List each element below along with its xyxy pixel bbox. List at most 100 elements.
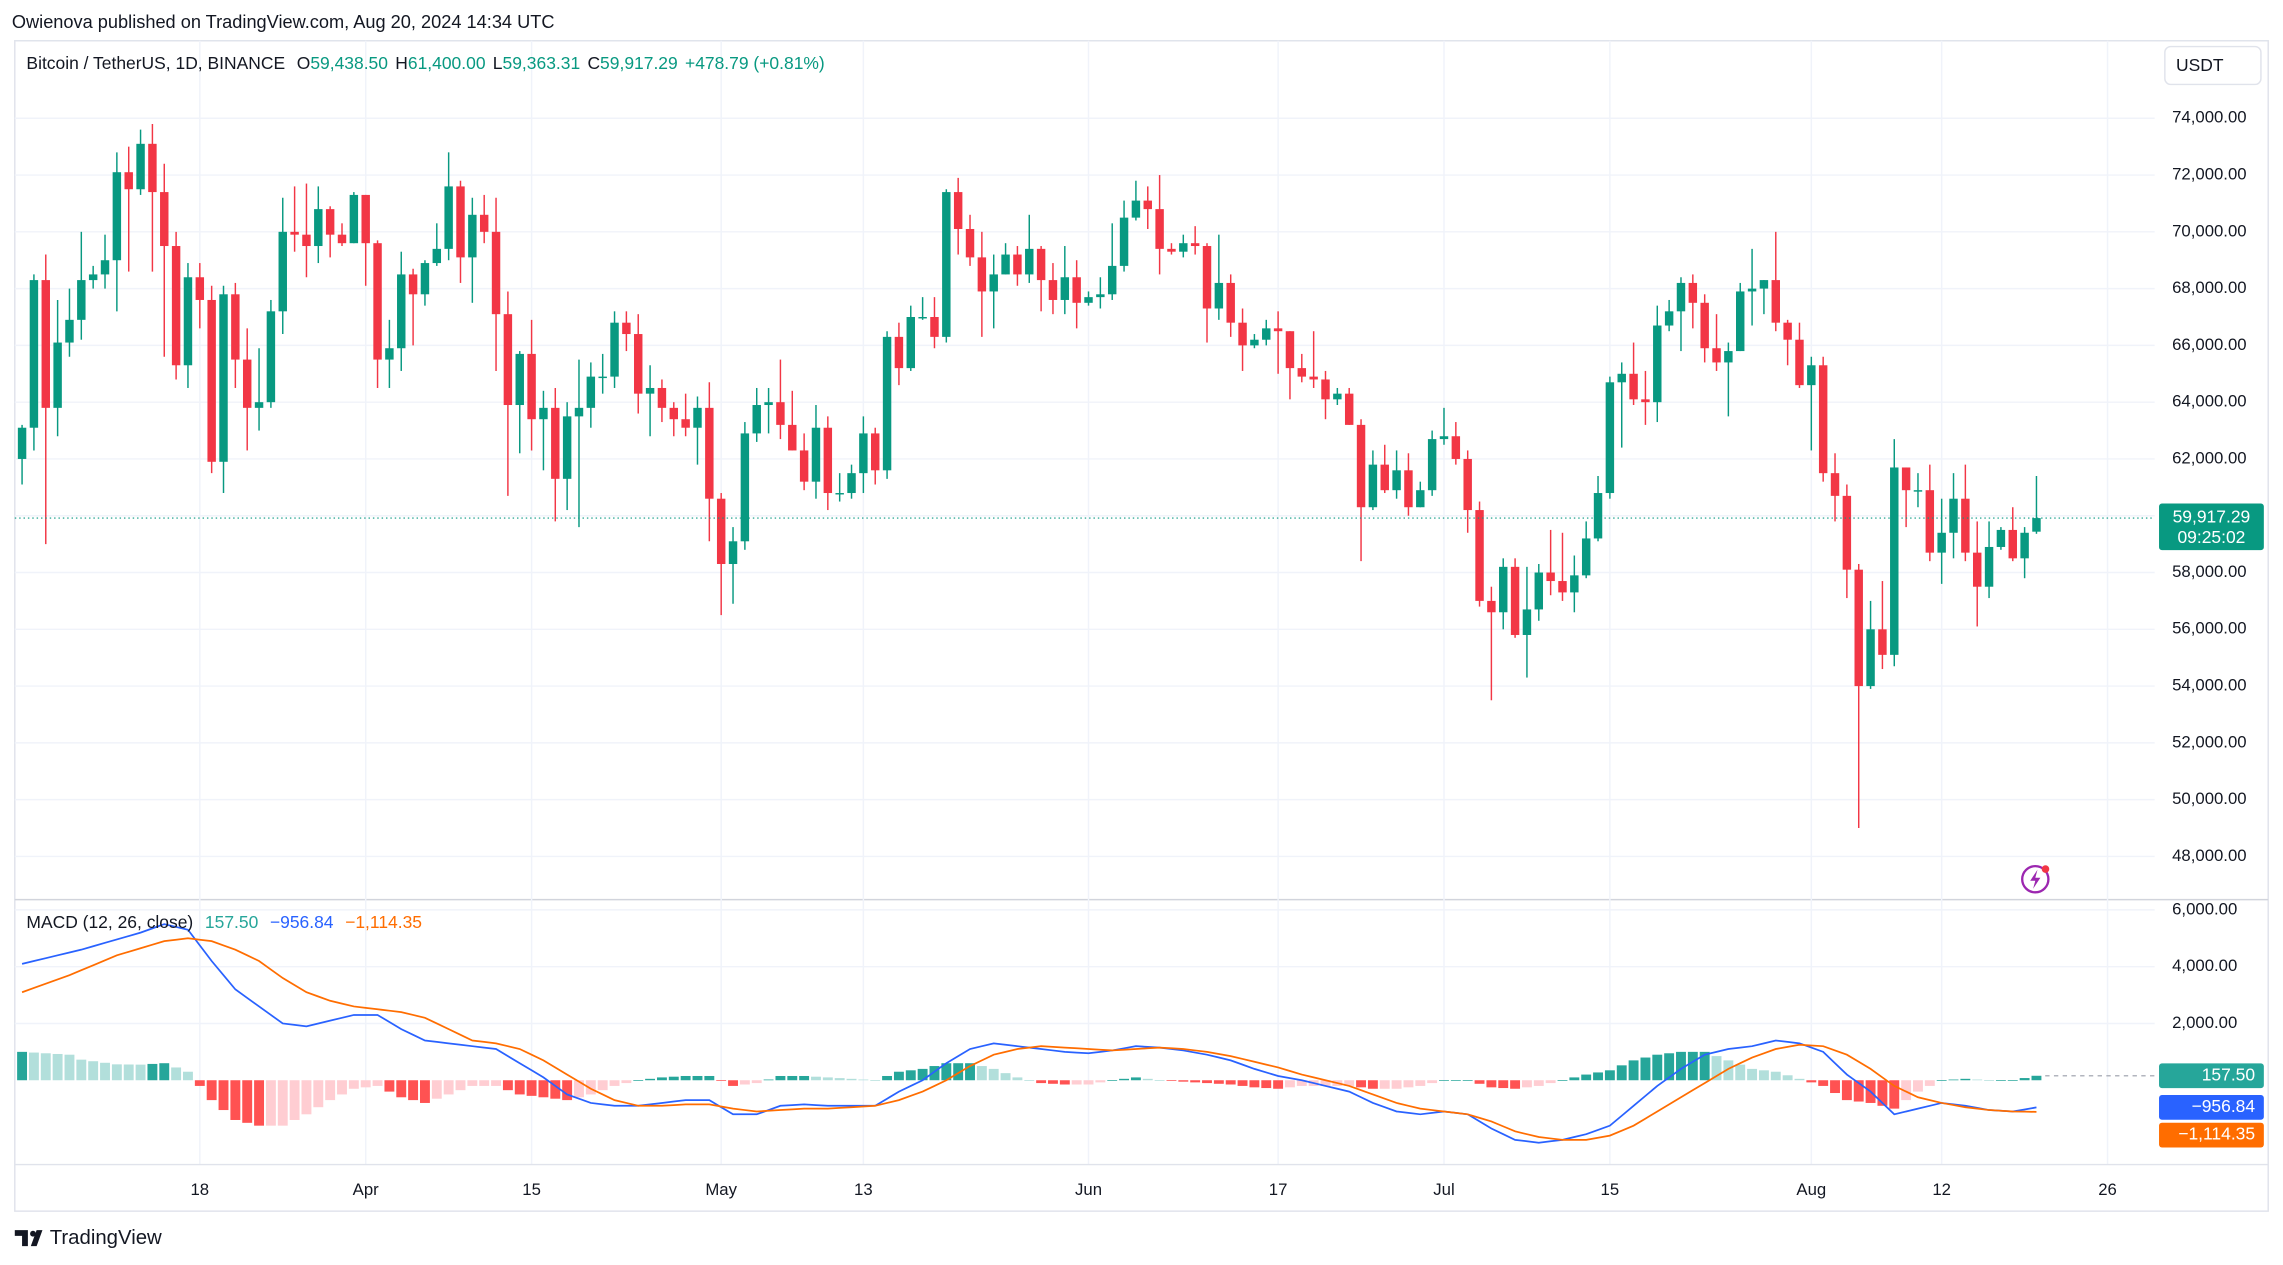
macd-histogram-bar xyxy=(372,1080,383,1086)
logo[interactable]: TradingView xyxy=(14,1227,162,1249)
macd-histogram-bar xyxy=(1024,1080,1035,1081)
candle-body xyxy=(657,387,667,408)
candle-body xyxy=(1653,325,1662,403)
macd-histogram-bar xyxy=(858,1079,869,1081)
macd-histogram-bar xyxy=(1000,1073,1011,1081)
candle-body xyxy=(1404,470,1413,508)
candle-body xyxy=(1913,490,1923,492)
macd-histogram-bar xyxy=(1758,1070,1769,1081)
macd-histogram-bar xyxy=(728,1080,738,1086)
candle-body xyxy=(444,186,453,249)
macd-histogram-bar xyxy=(194,1080,205,1086)
logo-text[interactable]: TradingView xyxy=(50,1227,162,1249)
macd-histogram-bar xyxy=(325,1080,336,1101)
macd-histogram-bar xyxy=(704,1075,715,1081)
macd-histogram-bar xyxy=(218,1080,229,1111)
alert-ring[interactable] xyxy=(2021,864,2050,894)
candle-body xyxy=(231,294,240,360)
macd-histogram-bar xyxy=(1735,1064,1746,1081)
macd-value-box xyxy=(2159,1095,2264,1120)
macd-histogram-bar xyxy=(538,1080,549,1098)
logo-dot[interactable] xyxy=(30,1230,36,1237)
macd-histogram-bar xyxy=(1533,1080,1544,1086)
candle-body xyxy=(1830,473,1840,496)
candle-body xyxy=(397,274,406,349)
y-tick-label: 68,000.00 xyxy=(2172,278,2246,297)
macd-histogram-bar xyxy=(526,1080,537,1096)
alert-icon[interactable] xyxy=(2021,864,2050,894)
candle-body xyxy=(918,317,927,319)
candle-body xyxy=(1238,322,1247,346)
candle-body xyxy=(764,402,773,406)
last-price-label: 59,917.29 xyxy=(2173,507,2251,527)
macd-histogram-bar xyxy=(917,1068,928,1081)
candle-body xyxy=(242,359,252,408)
candle-body xyxy=(491,231,501,315)
candle-body xyxy=(29,280,39,428)
candle-body xyxy=(219,294,228,462)
macd-histogram-bar xyxy=(1261,1080,1272,1089)
y-tick-label: 52,000.00 xyxy=(2172,732,2246,751)
macd-histogram-bar xyxy=(348,1080,359,1089)
candle-body xyxy=(942,192,951,337)
candle-body xyxy=(1581,538,1591,576)
candle-body xyxy=(302,234,311,247)
macd-histogram-bar xyxy=(1036,1080,1047,1084)
candle-body xyxy=(1427,439,1437,491)
macd-histogram-bar xyxy=(1225,1080,1236,1085)
macd-histogram-bar xyxy=(1486,1080,1497,1088)
candle-body xyxy=(1771,280,1780,323)
macd-histogram-bar xyxy=(621,1080,632,1084)
macd-histogram-bar xyxy=(633,1080,644,1081)
candle-body xyxy=(1463,458,1472,511)
macd-histogram-bar xyxy=(656,1077,667,1081)
macd-histogram-bar xyxy=(1818,1080,1829,1086)
candle-body xyxy=(1854,569,1863,687)
alert-dot[interactable] xyxy=(2041,865,2050,873)
macd-histogram-bar xyxy=(1640,1057,1651,1081)
candle-body xyxy=(1025,248,1034,275)
candle-body xyxy=(124,172,133,190)
y-tick-label: 74,000.00 xyxy=(2172,108,2246,127)
x-tick-label: 26 xyxy=(2098,1180,2117,1199)
macd-histogram-bar xyxy=(1913,1080,1923,1092)
symbol-legend: Bitcoin / TetherUS, 1D, BINANCE O59,438.5… xyxy=(26,53,824,73)
macd-histogram-bar xyxy=(2007,1080,2018,1081)
macd-histogram-bar xyxy=(941,1063,952,1081)
candle-body xyxy=(728,541,738,565)
x-tick-label: Aug xyxy=(1796,1180,1826,1199)
candle-body xyxy=(1096,294,1105,298)
candle-body xyxy=(1641,399,1650,403)
candle-body xyxy=(1807,365,1816,386)
y-tick-label: 54,000.00 xyxy=(2172,676,2246,695)
y-tick-label: 6,000.00 xyxy=(2172,899,2237,918)
ohlc-key: C xyxy=(587,53,600,73)
macd-histogram-bar xyxy=(680,1075,691,1081)
candle-body xyxy=(1143,200,1152,210)
macd-histogram-bar xyxy=(905,1070,916,1081)
candle-body xyxy=(1747,288,1757,292)
macd-histogram-bar xyxy=(965,1063,975,1081)
candle-body xyxy=(1013,254,1022,275)
macd-histogram-bar xyxy=(1747,1068,1758,1081)
candle-body xyxy=(1036,248,1046,281)
candle-body xyxy=(1475,510,1484,601)
x-tick-label: Jun xyxy=(1075,1180,1102,1199)
candle-body xyxy=(325,209,335,235)
candle-body xyxy=(290,231,299,235)
candle-body xyxy=(160,192,169,247)
macd-histogram-bar xyxy=(408,1080,419,1101)
macd-histogram-bar xyxy=(1593,1072,1603,1081)
candle-body xyxy=(479,214,489,232)
alert-bolt[interactable] xyxy=(2030,869,2041,889)
candle-body xyxy=(432,248,442,264)
candle-body xyxy=(183,277,193,366)
currency-label[interactable]: USDT xyxy=(2176,55,2224,75)
macd-histogram-bar xyxy=(716,1080,727,1081)
currency-button[interactable] xyxy=(2164,45,2262,86)
ohlc-value: 59,917.29 xyxy=(600,53,678,73)
macd-histogram-bar xyxy=(1557,1080,1568,1081)
macd-histogram-bar xyxy=(443,1080,454,1095)
candle-body xyxy=(965,228,975,258)
